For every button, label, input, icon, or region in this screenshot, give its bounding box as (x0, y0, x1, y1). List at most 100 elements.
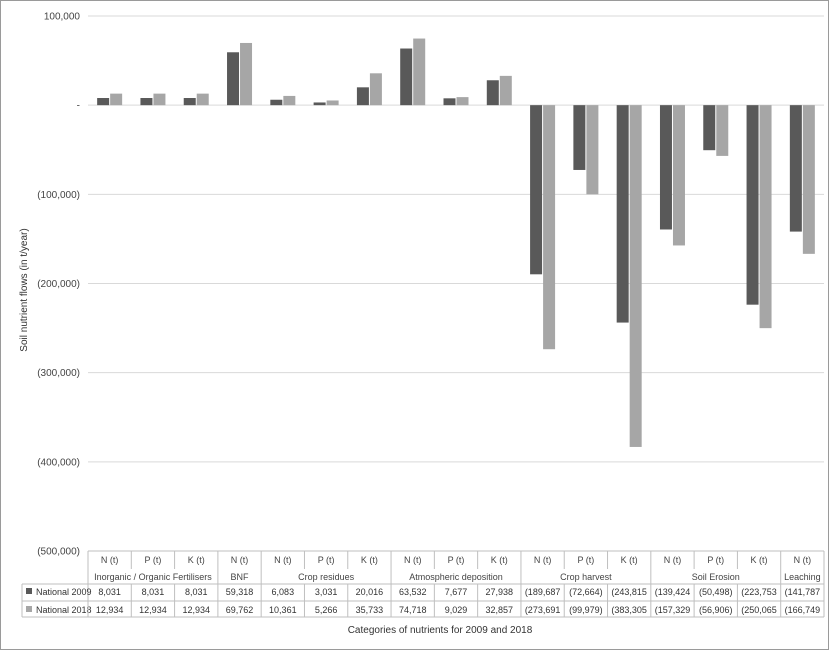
data-label: 63,532 (399, 587, 427, 597)
data-label: 12,934 (182, 605, 210, 615)
data-label: 8,031 (98, 587, 121, 597)
category-label: N (t) (404, 555, 422, 565)
bar-2009 (789, 105, 802, 232)
data-label: (166,749 (785, 605, 821, 615)
legend-swatch (26, 606, 32, 612)
bar-2018 (369, 73, 382, 106)
x-axis-label: Categories of nutrients for 2009 and 201… (348, 625, 533, 636)
bar-2009 (443, 98, 456, 106)
bar-2009 (270, 99, 283, 106)
data-label: 9,029 (445, 605, 468, 615)
data-label: 74,718 (399, 605, 427, 615)
bar-2009 (703, 105, 716, 151)
legend-label: National 2018 (36, 605, 92, 615)
y-tick-label: (400,000) (37, 457, 80, 468)
data-label: (99,979) (569, 605, 603, 615)
bar-2018 (543, 105, 556, 350)
data-label: (56,906) (699, 605, 733, 615)
data-label: (189,687 (525, 587, 561, 597)
category-label: N (t) (231, 555, 249, 565)
bar-2009 (400, 48, 413, 106)
data-label: (141,787 (785, 587, 821, 597)
category-label: K (t) (751, 555, 768, 565)
y-axis-ticks: 100,000 - (100,000) (200,000) (300,000) (400,… (37, 12, 80, 558)
group-label: Crop harvest (560, 572, 612, 582)
gridlines (88, 15, 824, 552)
category-label: K (t) (188, 555, 205, 565)
data-label: 8,031 (142, 587, 165, 597)
group-label: Soil Erosion (692, 572, 740, 582)
bar-2009 (140, 98, 153, 106)
category-label: P (t) (448, 555, 465, 565)
bar-2009 (746, 105, 759, 305)
data-label: 20,016 (356, 587, 384, 597)
bar-2009 (659, 105, 672, 230)
category-label: P (t) (707, 555, 724, 565)
category-label: K (t) (491, 555, 508, 565)
y-tick-label: 100,000 (44, 12, 81, 23)
bar-2018 (196, 93, 209, 106)
bar-2018 (153, 93, 166, 106)
category-label: N (t) (101, 555, 119, 565)
y-tick-label: (500,000) (37, 547, 80, 558)
bar-2018 (283, 95, 296, 106)
bar-2009 (573, 105, 586, 170)
bar-2018 (456, 97, 469, 106)
data-label: (223,753 (741, 587, 777, 597)
data-label: (139,424 (655, 587, 691, 597)
data-label: (243,815 (611, 587, 647, 597)
y-axis-label: Soil nutrient flows (in t/year) (19, 228, 30, 351)
data-label: 3,031 (315, 587, 338, 597)
data-label: 7,677 (445, 587, 468, 597)
category-label: N (t) (534, 555, 552, 565)
data-label: 6,083 (272, 587, 295, 597)
data-label: (383,305 (611, 605, 647, 615)
y-tick-label: (100,000) (37, 190, 80, 201)
data-label: 10,361 (269, 605, 297, 615)
data-label: 8,031 (185, 587, 208, 597)
data-label: 32,857 (486, 605, 514, 615)
data-label: 35,733 (356, 605, 384, 615)
legend-swatch (26, 588, 32, 594)
bars (97, 38, 815, 447)
bar-2018 (802, 105, 815, 254)
data-label: (72,664) (569, 587, 603, 597)
bar-2018 (759, 105, 772, 329)
category-label: P (t) (318, 555, 335, 565)
category-label: P (t) (577, 555, 594, 565)
bar-2018 (110, 93, 123, 106)
category-label: P (t) (145, 555, 162, 565)
data-label: (273,691 (525, 605, 561, 615)
bar-2009 (227, 52, 240, 106)
y-tick-label: (200,000) (37, 279, 80, 290)
category-label: N (t) (794, 555, 812, 565)
group-label: Inorganic / Organic Fertilisers (94, 572, 212, 582)
bar-2018 (326, 100, 339, 106)
bar-2018 (413, 38, 426, 106)
data-label: 12,934 (96, 605, 124, 615)
group-label: Crop residues (298, 572, 355, 582)
data-label: (50,498) (699, 587, 733, 597)
data-label: 5,266 (315, 605, 338, 615)
legend-label: National 2009 (36, 587, 92, 597)
bar-2009 (313, 102, 326, 106)
category-label: K (t) (621, 555, 638, 565)
bar-2018 (672, 105, 685, 246)
category-label: K (t) (361, 555, 378, 565)
bar-2018 (586, 105, 599, 195)
data-label: 59,318 (226, 587, 254, 597)
bar-2009 (183, 98, 196, 106)
bar-2009 (530, 105, 543, 275)
data-label: 27,938 (486, 587, 514, 597)
bar-2009 (356, 87, 369, 106)
bar-2009 (97, 98, 110, 106)
group-label: Atmospheric deposition (409, 572, 503, 582)
bar-2009 (616, 105, 629, 323)
group-label: BNF (231, 572, 250, 582)
y-tick-label: (300,000) (37, 368, 80, 379)
data-label: 12,934 (139, 605, 167, 615)
data-label: (250,065 (741, 605, 777, 615)
bar-2018 (716, 105, 729, 156)
data-label: 69,762 (226, 605, 254, 615)
